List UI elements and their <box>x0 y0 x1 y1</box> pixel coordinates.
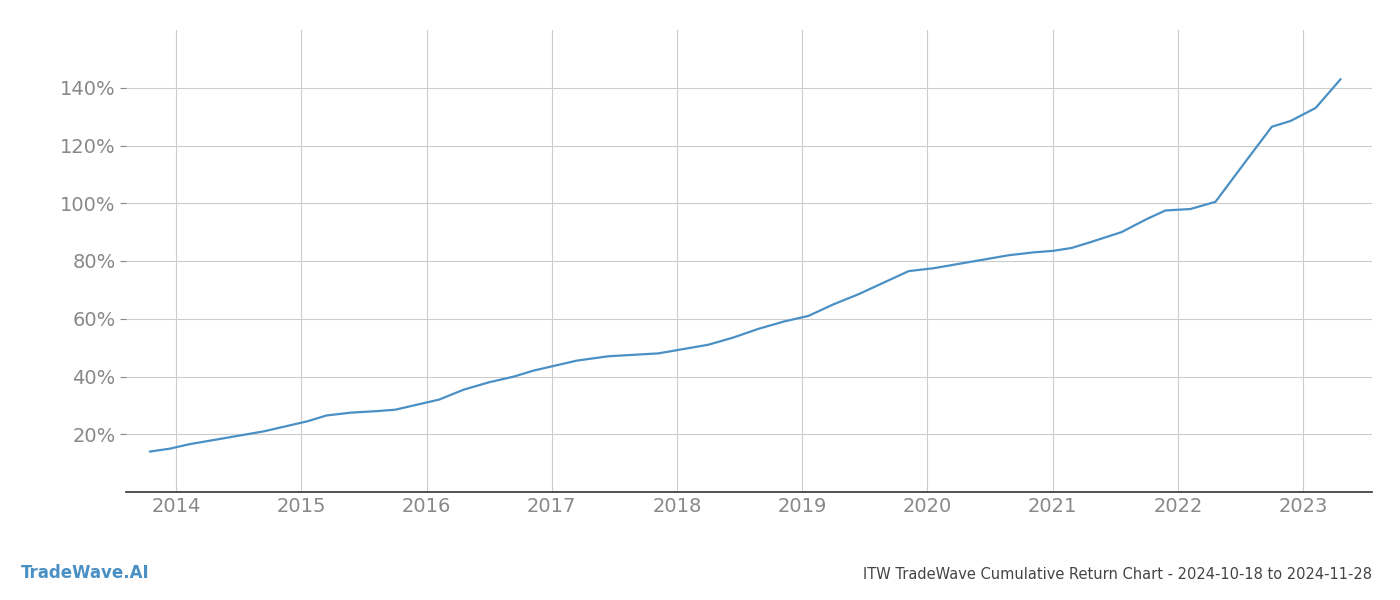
Text: TradeWave.AI: TradeWave.AI <box>21 564 150 582</box>
Text: ITW TradeWave Cumulative Return Chart - 2024-10-18 to 2024-11-28: ITW TradeWave Cumulative Return Chart - … <box>862 567 1372 582</box>
